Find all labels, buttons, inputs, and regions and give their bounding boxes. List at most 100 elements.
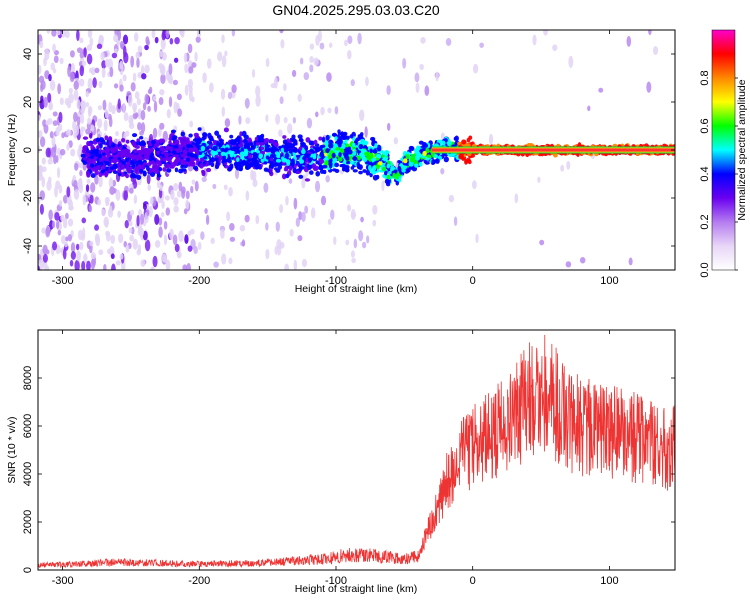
heatmap-cell — [281, 157, 287, 163]
heatmap-cell — [377, 161, 383, 166]
heatmap-cell — [282, 135, 287, 139]
heatmap-cell — [151, 30, 156, 39]
heatmap-cell — [231, 30, 236, 37]
heatmap-cell — [209, 82, 214, 93]
heatmap-cell — [45, 226, 51, 238]
heatmap-cell — [117, 162, 122, 166]
heatmap-cell — [86, 260, 91, 270]
x-tick-label: -100 — [325, 575, 347, 587]
heatmap-cell — [274, 151, 280, 155]
heatmap-cell — [39, 40, 44, 49]
heatmap-cell — [79, 78, 85, 87]
heatmap-cell — [425, 157, 430, 161]
heatmap-cell — [142, 203, 147, 210]
heatmap-cell — [194, 51, 198, 62]
heatmap-cell — [39, 203, 44, 215]
heatmap-cell — [98, 175, 103, 188]
heatmap-cell — [161, 200, 165, 209]
heatmap-cell — [109, 205, 113, 215]
heatmap-cell — [313, 146, 317, 150]
heatmap-cell — [307, 157, 313, 162]
heatmap-cell — [435, 158, 440, 164]
heatmap-cell — [301, 211, 306, 223]
heatmap-cell — [408, 165, 414, 170]
heatmap-cell — [105, 150, 110, 156]
heatmap-cell — [285, 159, 291, 165]
heatmap-cell — [325, 134, 330, 141]
heatmap-cell — [210, 162, 215, 168]
heatmap-cell — [440, 132, 445, 141]
heatmap-cell — [414, 154, 420, 161]
heatmap-cell — [206, 140, 213, 145]
heatmap-cell — [168, 63, 173, 75]
spectrogram-x-label: Height of straight line (km) — [295, 283, 418, 295]
heatmap-cell — [154, 143, 160, 148]
heatmap-cell — [183, 52, 188, 63]
heatmap-cell — [217, 51, 223, 62]
heatmap-cell — [381, 180, 385, 192]
ridge-core — [431, 148, 675, 152]
heatmap-cell — [147, 105, 151, 112]
heatmap-cell — [104, 157, 109, 162]
heatmap-cell — [224, 118, 231, 128]
heatmap-cell — [74, 162, 79, 171]
heatmap-cell — [142, 230, 148, 241]
heatmap-cell — [42, 244, 48, 255]
x-tick-label: 0 — [470, 275, 476, 287]
heatmap-cell — [38, 145, 41, 154]
heatmap-cell — [83, 253, 88, 264]
heatmap-cell — [188, 89, 193, 102]
heatmap-cell — [337, 141, 342, 148]
heatmap-cell — [289, 229, 294, 237]
heatmap-cell — [220, 151, 226, 156]
heatmap-cell — [146, 174, 151, 185]
heatmap-cell — [431, 159, 436, 165]
heatmap-cell — [628, 257, 633, 266]
heatmap-cell — [214, 130, 220, 136]
heatmap-cell — [514, 193, 519, 204]
heatmap-cell — [386, 85, 391, 96]
heatmap-cell — [397, 160, 401, 164]
heatmap-cell — [52, 120, 58, 126]
heatmap-cell — [58, 184, 63, 194]
heatmap-cell — [224, 50, 228, 57]
heatmap-cell — [321, 136, 326, 143]
heatmap-cell — [283, 116, 288, 124]
heatmap-cell — [346, 160, 351, 165]
heatmap-cell — [351, 142, 356, 147]
heatmap-cell — [132, 238, 139, 250]
heatmap-cell — [270, 83, 277, 89]
heatmap-cell — [58, 111, 63, 123]
heatmap-cell — [67, 234, 73, 242]
heatmap-cell — [229, 236, 236, 242]
heatmap-cell — [159, 89, 165, 96]
heatmap-cell — [166, 108, 171, 119]
heatmap-cell — [127, 94, 133, 107]
heatmap-cell — [73, 189, 80, 200]
heatmap-cell — [269, 157, 274, 162]
heatmap-cell — [111, 52, 118, 59]
heatmap-cell — [334, 106, 339, 115]
heatmap-cell — [165, 195, 170, 201]
heatmap-cell — [85, 102, 90, 108]
heatmap-cell — [418, 161, 423, 167]
heatmap-cell — [129, 155, 134, 159]
heatmap-cell — [393, 169, 398, 173]
heatmap-cell — [539, 239, 545, 246]
heatmap-cell — [86, 157, 92, 164]
heatmap-cell — [127, 152, 132, 157]
heatmap-cell — [247, 142, 254, 146]
heatmap-cell — [255, 94, 261, 107]
heatmap-cell — [134, 112, 139, 118]
heatmap-cell — [212, 145, 218, 151]
heatmap-cell — [158, 50, 165, 57]
heatmap-cell — [357, 32, 362, 45]
heatmap-cell — [221, 253, 227, 265]
heatmap-cell — [123, 112, 129, 122]
heatmap-cell — [240, 147, 245, 153]
heatmap-cell — [123, 190, 129, 201]
heatmap-cell — [119, 84, 124, 92]
heatmap-cell — [111, 105, 116, 115]
heatmap-cell — [252, 170, 257, 182]
